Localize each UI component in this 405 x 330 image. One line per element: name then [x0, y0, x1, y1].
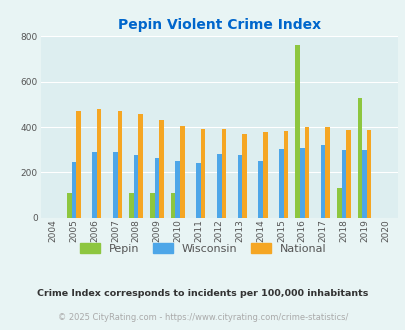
Bar: [71, 162, 76, 218]
Bar: [262, 132, 267, 218]
Title: Pepin Violent Crime Index: Pepin Violent Crime Index: [117, 18, 320, 32]
Bar: [299, 148, 304, 218]
Bar: [216, 154, 221, 218]
Bar: [324, 127, 329, 218]
Bar: [129, 193, 134, 218]
Bar: [345, 130, 350, 218]
Bar: [76, 111, 81, 218]
Bar: [258, 161, 262, 218]
Text: © 2025 CityRating.com - https://www.cityrating.com/crime-statistics/: © 2025 CityRating.com - https://www.city…: [58, 313, 347, 322]
Bar: [150, 193, 154, 218]
Bar: [159, 120, 163, 218]
Bar: [336, 188, 341, 218]
Bar: [154, 158, 159, 218]
Bar: [138, 114, 143, 218]
Bar: [242, 134, 246, 218]
Text: Crime Index corresponds to incidents per 100,000 inhabitants: Crime Index corresponds to incidents per…: [37, 289, 368, 298]
Bar: [117, 111, 122, 218]
Bar: [196, 163, 200, 218]
Bar: [304, 127, 309, 218]
Bar: [237, 155, 242, 218]
Bar: [67, 193, 71, 218]
Bar: [362, 150, 366, 218]
Bar: [366, 130, 371, 218]
Bar: [357, 98, 362, 218]
Bar: [134, 155, 138, 218]
Bar: [175, 161, 179, 218]
Bar: [171, 193, 175, 218]
Bar: [92, 152, 97, 218]
Bar: [113, 151, 117, 218]
Legend: Pepin, Wisconsin, National: Pepin, Wisconsin, National: [75, 239, 330, 258]
Bar: [283, 131, 288, 218]
Bar: [295, 45, 299, 218]
Bar: [200, 129, 205, 218]
Bar: [179, 126, 184, 218]
Bar: [341, 150, 345, 218]
Bar: [320, 145, 324, 218]
Bar: [97, 109, 101, 218]
Bar: [221, 129, 226, 218]
Bar: [279, 148, 283, 218]
